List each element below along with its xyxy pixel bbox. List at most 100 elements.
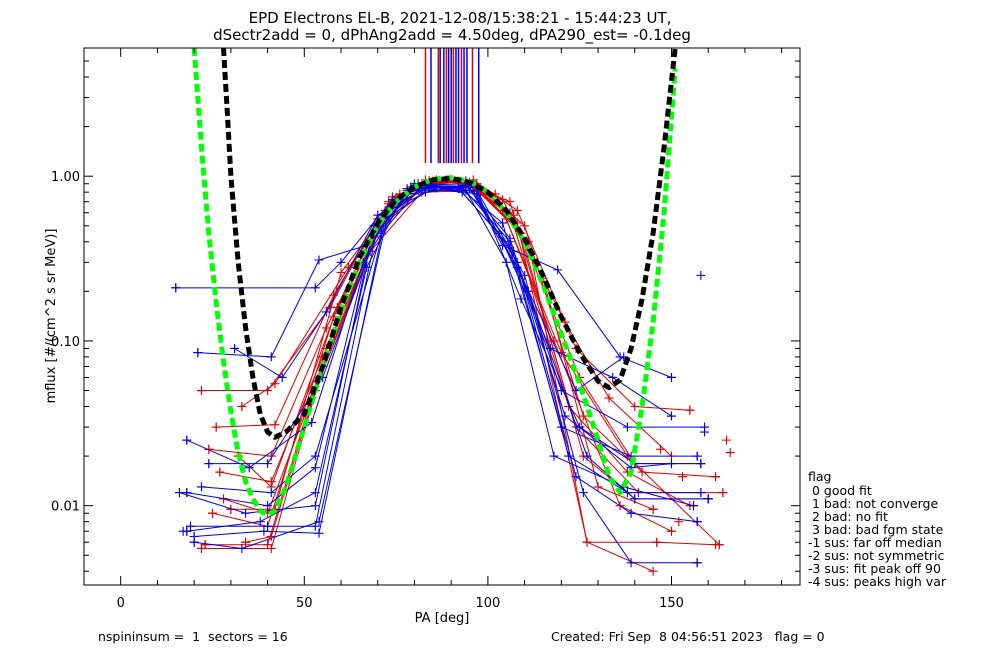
chart-title-line-1: EPD Electrons EL-B, 2021-12-08/15:38:21 … [249, 9, 672, 27]
red-series-line [201, 179, 690, 411]
blue-data-point [266, 352, 276, 362]
red-data-point [196, 543, 206, 553]
blue-data-point [244, 463, 254, 473]
plot-frame [83, 47, 801, 586]
legend-item: 3 bad: bad fgm state [808, 522, 944, 537]
legend-item: -2 sus: not symmetric [808, 548, 944, 563]
blue-data-point [630, 494, 640, 504]
red-data-point [196, 386, 206, 396]
blue-data-point [582, 451, 592, 461]
blue-data-point [230, 343, 240, 353]
blue-data-point [237, 543, 247, 553]
clipped-data [171, 48, 735, 576]
blue-data-point [608, 372, 618, 382]
blue-data-point [277, 372, 287, 382]
blue-series-line [194, 187, 709, 549]
red-data-point [336, 268, 346, 278]
blue-data-point [468, 185, 478, 195]
blue-data-point [310, 283, 320, 293]
red-data-point [505, 197, 515, 207]
red-series-line [208, 181, 701, 465]
blue-data-point [666, 372, 676, 382]
blue-data-point [171, 283, 181, 293]
legend-item: -1 sus: far off median [808, 535, 942, 550]
blue-data-point [501, 257, 511, 267]
blue-data-point [204, 459, 214, 469]
blue-data-point [666, 459, 676, 469]
red-data-point [512, 205, 522, 215]
blue-data-point [314, 255, 324, 265]
red-data-point [655, 444, 665, 454]
blue-data-point [571, 386, 581, 396]
x-tick-label: 150 [659, 596, 684, 611]
blue-data-point [310, 451, 320, 461]
red-data-point [648, 566, 658, 576]
legend-heading: flag [808, 469, 831, 484]
blue-series-line [175, 184, 672, 378]
red-series-line [219, 185, 723, 494]
blue-data-point [174, 488, 184, 498]
red-data-point [498, 195, 508, 205]
red-data-point [520, 221, 530, 231]
flag-legend: flag 0 good fit 1 bad: not converge 2 ba… [808, 469, 947, 589]
blue-series-line [201, 189, 701, 494]
red-data-point [604, 393, 614, 403]
red-data-point [204, 444, 214, 454]
red-series-line [245, 189, 654, 572]
blue-data-point [185, 521, 195, 531]
blue-data-point [263, 459, 273, 469]
x-tick-label: 100 [475, 596, 500, 611]
red-data-point [725, 448, 735, 458]
blue-data-point [696, 488, 706, 498]
red-data-point [674, 517, 684, 527]
blue-data-point [424, 182, 434, 192]
red-data-point [714, 540, 724, 550]
x-tick-label: 50 [296, 596, 313, 611]
y-tick-label: 0.10 [51, 335, 80, 350]
red-data-point [208, 508, 218, 518]
blue-data-point [549, 451, 559, 461]
blue-data-point [310, 501, 320, 511]
blue-data-point [626, 508, 636, 518]
legend-item: 0 good fit [808, 483, 872, 498]
legend-item: -4 sus: peaks high var [808, 574, 947, 589]
red-data-point [718, 488, 728, 498]
blue-data-point [263, 501, 273, 511]
red-data-point [266, 532, 276, 541]
red-data-point [270, 420, 280, 430]
red-data-point [711, 472, 721, 482]
blue-data-point [310, 488, 320, 498]
blue-data-point [700, 427, 710, 437]
blue-data-point [666, 411, 676, 421]
red-data-point [648, 504, 658, 514]
blue-data-point [560, 411, 570, 421]
red-data-point [666, 526, 676, 536]
red-data-point [582, 537, 592, 547]
red-data-point [652, 537, 662, 547]
legend-item: -3 sus: fit peak off 90 [808, 561, 941, 576]
y-tick-label: 1.00 [51, 170, 80, 185]
chart-title-line-2: dSectr2add = 0, dPhAng2add = 4.50deg, dP… [213, 26, 691, 45]
blue-data-point [512, 262, 522, 272]
red-data-point [263, 540, 273, 550]
red-data-point [630, 401, 640, 411]
blue-data-point [498, 218, 508, 228]
red-data-point [685, 405, 695, 415]
blue-data-point [189, 537, 199, 547]
red-data-point [211, 422, 221, 432]
blue-data-point [263, 521, 273, 531]
red-data-point [722, 435, 732, 445]
blue-data-point [362, 262, 372, 272]
blue-data-point [255, 517, 265, 527]
blue-series-line [234, 186, 625, 391]
blue-data-point [703, 494, 713, 504]
blue-data-point [696, 459, 706, 469]
blue-data-point [556, 386, 566, 396]
red-data-point [200, 540, 210, 550]
blue-data-point [696, 270, 706, 280]
red-data-point [637, 467, 647, 477]
blue-data-point [266, 488, 276, 498]
red-data-point [593, 482, 603, 492]
red-data-point [266, 451, 276, 461]
blue-data-point [193, 348, 203, 358]
